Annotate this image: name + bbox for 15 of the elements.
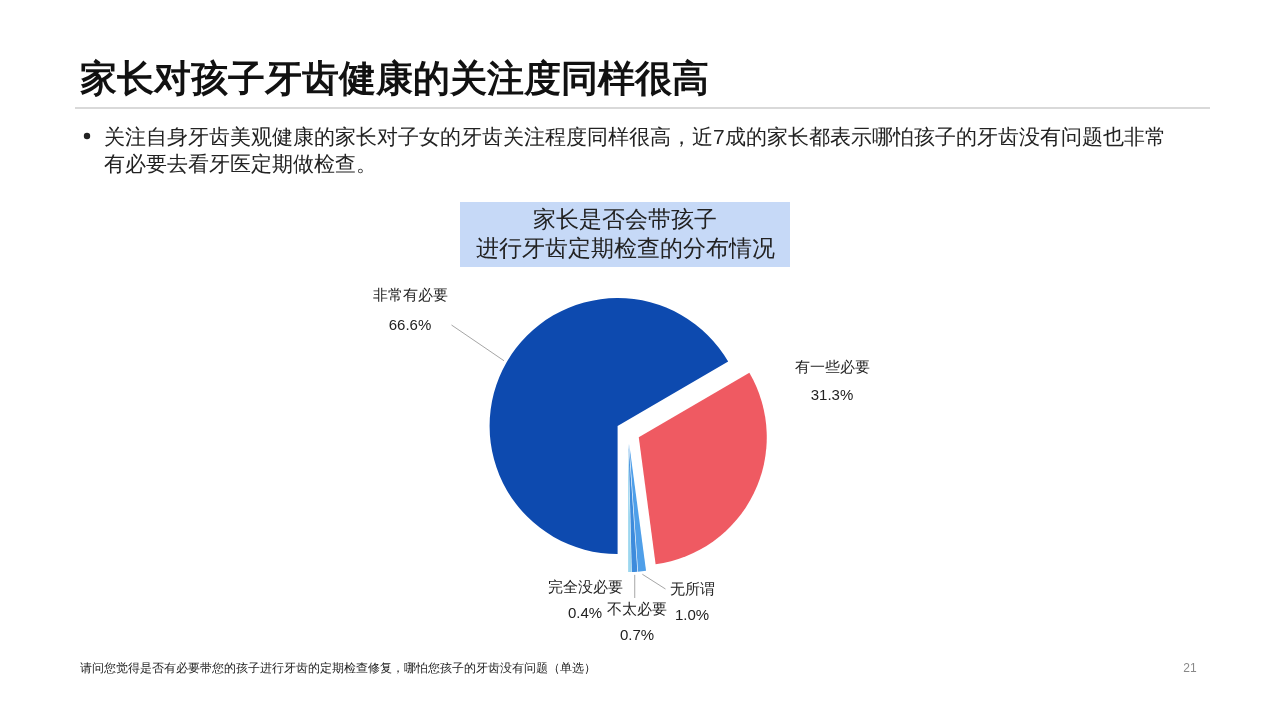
slice-label: 无所谓 — [669, 580, 715, 597]
data-label: 0.7% — [619, 626, 655, 643]
text: 21 — [1182, 660, 1198, 676]
data-label: 31.3% — [810, 386, 854, 403]
text: 请问您觉得是否有必要带您的孩子进行牙齿的定期检查修复，哪怕您孩子的牙齿没有问题（单选） — [80, 660, 596, 676]
chart-title: 家长对孩子牙齿健康的关注度同样很高 — [80, 57, 709, 101]
text: 关注自身牙齿美观健康的家长对子女的牙齿关注程度同样很高，近7成的家长都表示哪怕孩子的牙齿没有问题也非常有必要去看牙医定期做检查。 — [104, 124, 1167, 177]
slice-label: 非常有必要 — [372, 286, 448, 303]
data-label: 66.6% — [388, 316, 432, 333]
slice-label: 不太必要 — [607, 600, 667, 617]
chart-subtitle: 家长是否会带孩子进行牙齿定期检查的分布情况 — [475, 206, 775, 261]
data-label: 0.4% — [567, 604, 603, 621]
slice-label: 有一些必要 — [794, 358, 870, 375]
data-label: 1.0% — [674, 606, 710, 623]
slice-label: 完全没必要 — [547, 578, 623, 595]
